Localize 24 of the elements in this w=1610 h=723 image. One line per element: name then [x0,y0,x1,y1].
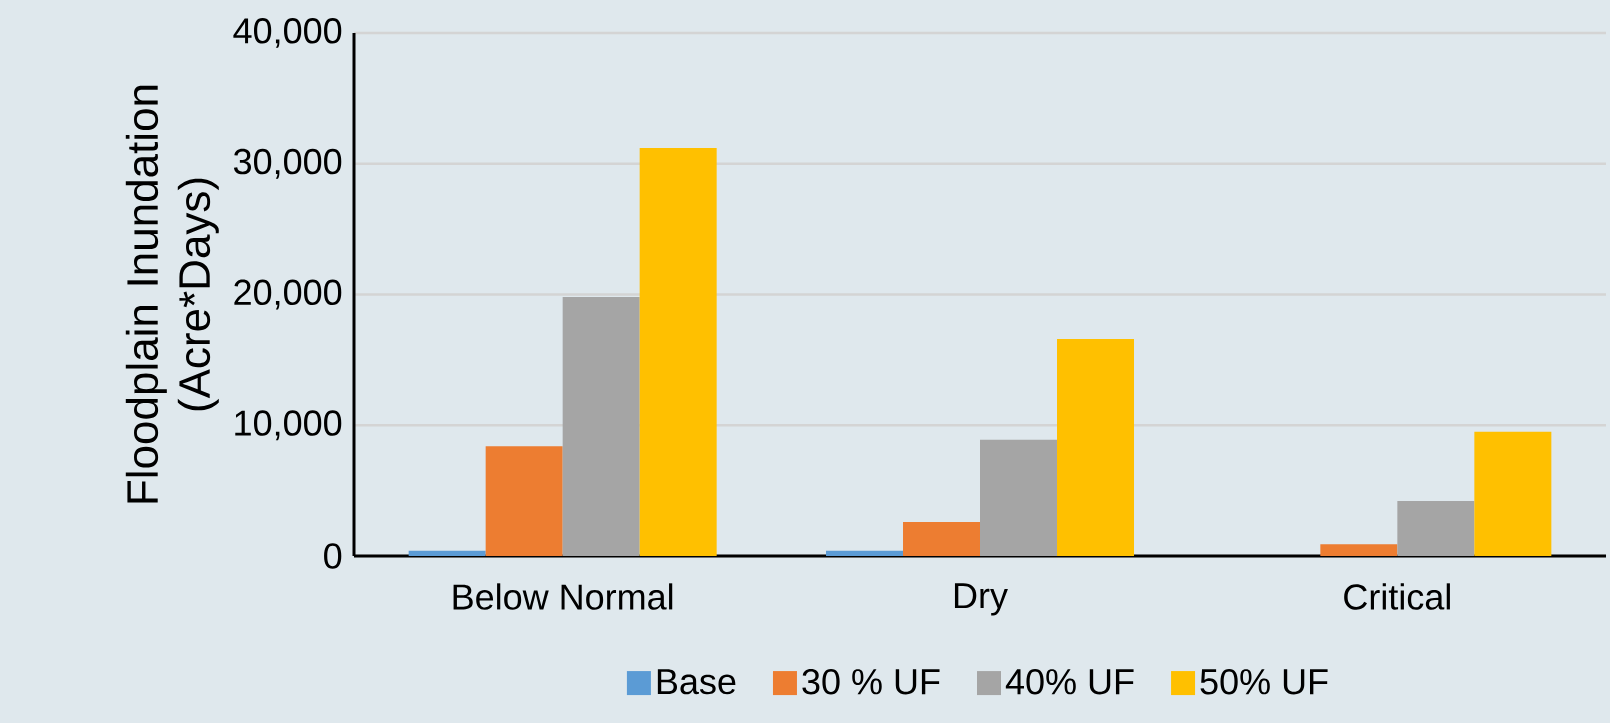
bar [1057,338,1135,557]
bar [903,522,981,557]
x-tick-label: Critical [1344,583,1450,610]
y-axis-title: Floodplain Inundation (Acre*Days) [125,85,219,503]
bar [639,148,717,557]
y-tick-label: 0 [324,543,342,569]
bar [980,439,1058,557]
bar [408,550,486,557]
bar [485,446,563,557]
y-tick-label: 10,000 [235,410,342,441]
bar [1474,431,1552,557]
legend-label: 40% UF [1005,668,1134,695]
x-tick-label: Dry [954,583,1008,616]
bar [1397,501,1475,557]
bar [1320,544,1398,557]
y-tick-label: 20,000 [234,279,342,310]
y-tick-label: 30,000 [233,148,342,179]
legend-label: 50% UF [1200,668,1328,695]
bar [826,550,904,557]
legend-label: Base [657,669,736,695]
y-tick-label: 40,000 [233,18,342,48]
legend-label: 30 % UF [802,668,940,695]
bar [562,297,640,557]
x-tick-label: Below Normal [453,583,673,610]
